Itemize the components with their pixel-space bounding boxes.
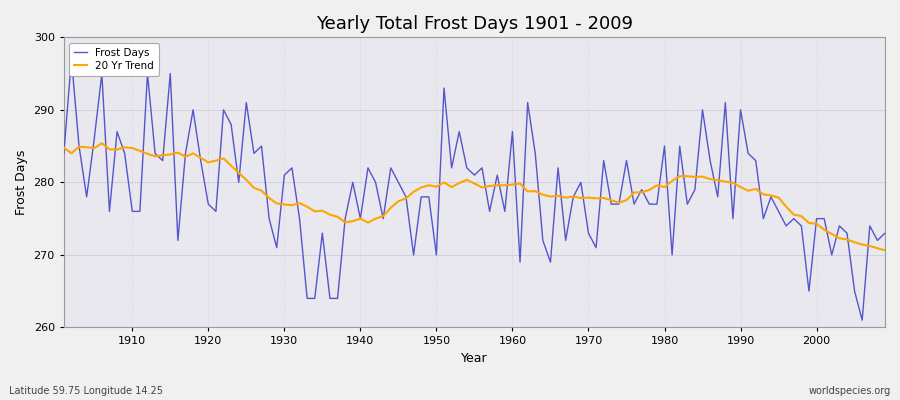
Frost Days bbox=[515, 260, 526, 264]
20 Yr Trend bbox=[127, 146, 138, 150]
Frost Days bbox=[606, 202, 616, 206]
20 Yr Trend bbox=[58, 145, 69, 150]
20 Yr Trend bbox=[879, 248, 890, 253]
Frost Days bbox=[857, 318, 868, 322]
Frost Days bbox=[879, 231, 890, 236]
X-axis label: Year: Year bbox=[461, 352, 488, 365]
20 Yr Trend bbox=[515, 181, 526, 186]
Frost Days bbox=[294, 216, 305, 221]
Frost Days bbox=[58, 151, 69, 156]
20 Yr Trend bbox=[96, 141, 107, 146]
Frost Days bbox=[66, 57, 77, 62]
Line: 20 Yr Trend: 20 Yr Trend bbox=[64, 143, 885, 250]
Frost Days bbox=[340, 216, 351, 221]
Frost Days bbox=[507, 129, 517, 134]
20 Yr Trend bbox=[294, 201, 305, 206]
20 Yr Trend bbox=[606, 198, 616, 202]
Legend: Frost Days, 20 Yr Trend: Frost Days, 20 Yr Trend bbox=[69, 42, 159, 76]
Frost Days bbox=[127, 209, 138, 214]
Y-axis label: Frost Days: Frost Days bbox=[15, 150, 28, 215]
Text: worldspecies.org: worldspecies.org bbox=[809, 386, 891, 396]
20 Yr Trend bbox=[507, 182, 517, 187]
Line: Frost Days: Frost Days bbox=[64, 59, 885, 320]
Title: Yearly Total Frost Days 1901 - 2009: Yearly Total Frost Days 1901 - 2009 bbox=[316, 15, 633, 33]
Text: Latitude 59.75 Longitude 14.25: Latitude 59.75 Longitude 14.25 bbox=[9, 386, 163, 396]
20 Yr Trend bbox=[340, 220, 351, 225]
